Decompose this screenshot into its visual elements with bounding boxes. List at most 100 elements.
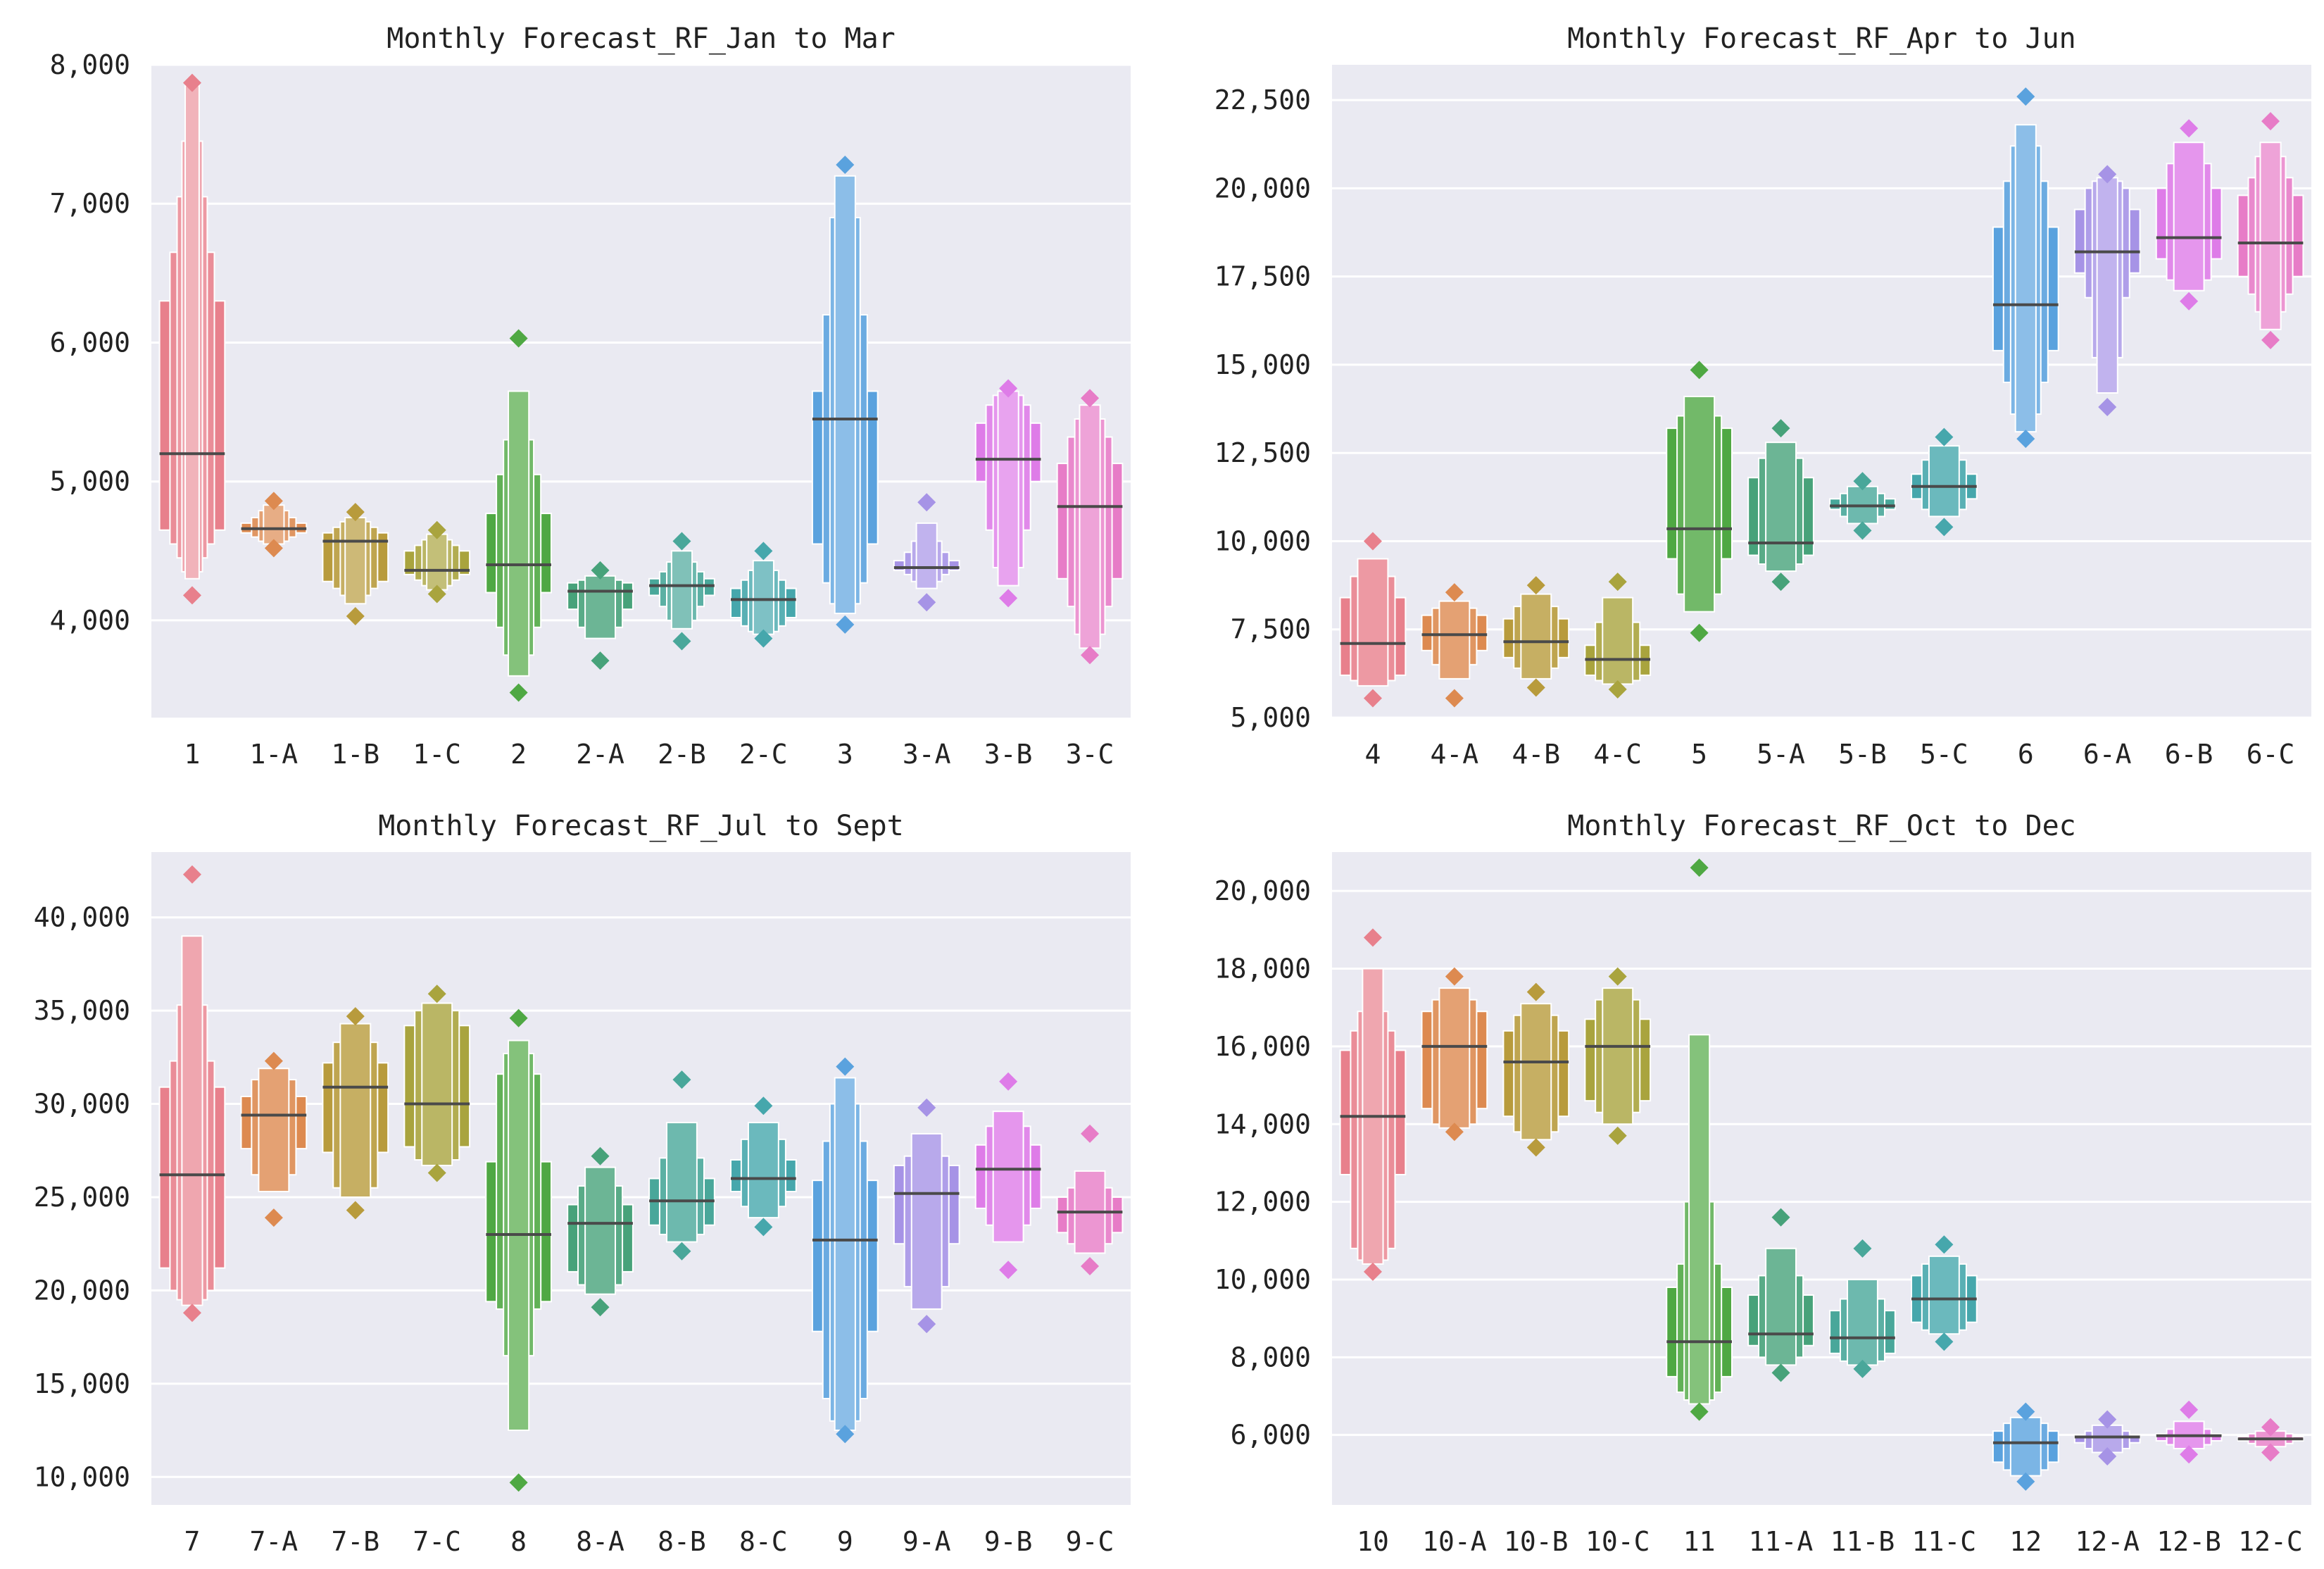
outlier-point [2261, 112, 2280, 131]
outlier-point [754, 1096, 773, 1115]
outlier-point [917, 1315, 936, 1334]
boxen-level [1438, 987, 1471, 1129]
boxen-level [1683, 396, 1716, 613]
outlier-point [1445, 1123, 1464, 1142]
outlier-point [2016, 1472, 2035, 1491]
boxen-12-A [2073, 1410, 2141, 1466]
outlier-point [1608, 573, 1627, 592]
boxen-level [2014, 124, 2037, 433]
x-tick-label: 10-B [1504, 1526, 1569, 1557]
boxen-11-C [1911, 1235, 1978, 1351]
boxen-6-B [2155, 119, 2223, 311]
outlier-point [2180, 119, 2199, 138]
x-tick-label: 10 [1357, 1526, 1389, 1557]
boxen-4 [1339, 532, 1407, 708]
outlier-point [346, 1201, 365, 1220]
boxen-level [1602, 596, 1634, 685]
boxen-4-C [1584, 573, 1652, 699]
x-tick-label: 12-B [2156, 1526, 2221, 1557]
outlier-point [917, 1098, 936, 1117]
boxen-9 [811, 1057, 879, 1444]
outlier-point [917, 593, 936, 612]
outlier-point [1363, 689, 1382, 708]
outlier-point [1608, 967, 1627, 986]
y-tick-label: 40,000 [34, 902, 130, 933]
boxen-level [426, 533, 448, 591]
boxen-5-B [1829, 472, 1896, 540]
y-tick-label: 8,000 [50, 49, 130, 80]
plot-area [1332, 852, 2311, 1505]
x-tick-label: 8 [510, 1526, 527, 1557]
y-tick-label: 20,000 [1214, 875, 1311, 906]
outlier-point [1771, 1363, 1790, 1382]
outlier-point [2098, 165, 2117, 184]
x-tick-label: 11 [1683, 1526, 1716, 1557]
outlier-point [1690, 858, 1709, 877]
x-tick-label: 1-C [413, 739, 461, 770]
boxen-level [1520, 593, 1552, 680]
x-tick-label: 7-C [413, 1526, 461, 1557]
x-tick-label: 3 [837, 739, 853, 770]
boxen-2-B [648, 532, 715, 651]
x-tick-label: 4-C [1593, 739, 1642, 770]
outlier-point [2016, 1402, 2035, 1421]
x-tick-label: 4 [1365, 739, 1381, 770]
boxen-9-A [893, 1098, 960, 1334]
boxen-11 [1666, 858, 1733, 1421]
boxen-2-A [567, 561, 634, 670]
outlier-point [1081, 1124, 1100, 1143]
outlier-point [264, 539, 283, 558]
outlier-point [1690, 1402, 1709, 1421]
outlier-point [2098, 1447, 2117, 1466]
boxen-5-A [1747, 419, 1814, 592]
outlier-point [836, 615, 855, 634]
outlier-point [2016, 430, 2035, 449]
outlier-point [264, 492, 283, 511]
boxen-level [339, 1023, 372, 1198]
y-tick-label: 10,000 [1214, 1264, 1311, 1295]
outlier-point [1081, 646, 1100, 665]
outlier-point [1526, 576, 1545, 595]
y-tick-label: 10,000 [1214, 525, 1311, 556]
x-tick-label: 4-B [1512, 739, 1560, 770]
boxen-level [1765, 442, 1797, 573]
chart-jul-to-sept: Monthly Forecast_RF_Jul to Sept 10,000 15,… [34, 810, 1131, 1557]
plot-area [151, 852, 1131, 1505]
y-tick-label: 30,000 [34, 1089, 130, 1120]
boxen-level [181, 935, 203, 1306]
outlier-point [1445, 583, 1464, 602]
outlier-point [1608, 1126, 1627, 1145]
boxen-level [1438, 600, 1471, 680]
outlier-point [2098, 1410, 2117, 1429]
outlier-point [999, 1072, 1018, 1091]
boxen-level [1928, 445, 1960, 518]
boxen-12-C [2237, 1418, 2304, 1462]
boxen-7-A [240, 1051, 308, 1227]
boxen-6-C [2237, 112, 2304, 349]
outlier-point [264, 1051, 283, 1070]
boxen-level [1079, 404, 1101, 649]
outlier-point [427, 1163, 446, 1182]
x-tick-label: 5 [1691, 739, 1707, 770]
boxen-1-B [322, 503, 389, 626]
y-tick-label: 4,000 [50, 605, 130, 636]
outlier-point [509, 683, 528, 702]
x-tick-label: 2 [510, 739, 527, 770]
boxen-level [1602, 987, 1634, 1125]
outlier-point [2261, 330, 2280, 349]
boxen-6 [1992, 87, 2059, 449]
boxen-4-B [1502, 576, 1570, 697]
boxen-10-C [1584, 967, 1652, 1145]
outlier-point [427, 984, 446, 1004]
x-tick-label: 11-B [1830, 1526, 1895, 1557]
x-tick-label: 9-C [1066, 1526, 1114, 1557]
boxen-10 [1339, 928, 1407, 1281]
y-tick-label: 8,000 [1231, 1342, 1311, 1373]
outlier-point [754, 542, 773, 561]
outlier-point [509, 329, 528, 348]
y-tick-label: 10,000 [34, 1461, 130, 1492]
outlier-point [672, 1070, 691, 1089]
outlier-point [591, 651, 610, 670]
boxen-1-A [240, 492, 308, 558]
